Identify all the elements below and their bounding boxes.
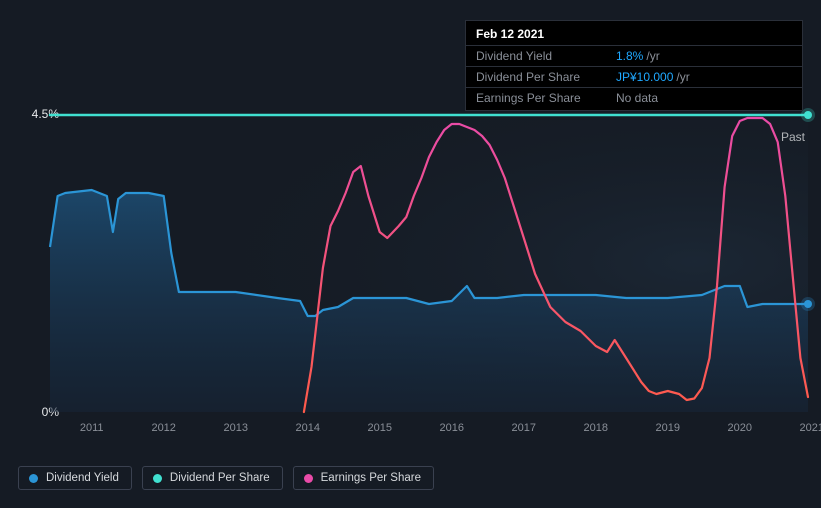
tooltip-unit: /yr — [646, 49, 659, 63]
tooltip-row: Earnings Per ShareNo data — [466, 87, 802, 108]
tooltip-row: Dividend Yield1.8%/yr — [466, 45, 802, 66]
x-tick: 2012 — [151, 422, 175, 434]
tooltip-value: JP¥10.000 — [616, 70, 673, 84]
x-tick: 2015 — [367, 422, 391, 434]
legend-label: Dividend Yield — [46, 472, 119, 484]
legend-item[interactable]: Earnings Per Share — [293, 466, 434, 490]
tooltip-unit: /yr — [676, 70, 689, 84]
x-axis: 2011 2012 2013 2014 2015 2016 2017 2018 2019 2020… — [50, 422, 808, 442]
legend-bar: Dividend Yield Dividend Per Share Earnings… — [18, 466, 434, 490]
tooltip-row: Dividend Per ShareJP¥10.000/yr — [466, 66, 802, 87]
tooltip-nodata: No data — [616, 91, 658, 105]
x-tick: 2020 — [728, 422, 752, 434]
x-tick: 2019 — [656, 422, 680, 434]
tooltip-value: 1.8% — [616, 49, 643, 63]
x-tick: 2016 — [439, 422, 463, 434]
tooltip-key: Dividend Per Share — [476, 70, 616, 84]
chart-panel: 4.5% 0% Past 201120122013201420152016201… — [0, 0, 821, 508]
x-tick: 2013 — [223, 422, 247, 434]
x-tick: 2018 — [584, 422, 608, 434]
legend-dot-icon — [153, 474, 162, 483]
x-tick: 2011 — [80, 422, 104, 434]
legend-dot-icon — [29, 474, 38, 483]
legend-item[interactable]: Dividend Yield — [18, 466, 132, 490]
legend-label: Dividend Per Share — [170, 472, 270, 484]
tooltip-date: Feb 12 2021 — [466, 27, 802, 45]
legend-item[interactable]: Dividend Per Share — [142, 466, 283, 490]
legend-dot-icon — [304, 474, 313, 483]
legend-label: Earnings Per Share — [321, 472, 421, 484]
x-tick: 2021 — [800, 422, 821, 434]
data-tooltip: Feb 12 2021 Dividend Yield1.8%/yrDividen… — [465, 20, 803, 111]
tooltip-key: Earnings Per Share — [476, 91, 616, 105]
tooltip-key: Dividend Yield — [476, 49, 616, 63]
x-tick: 2017 — [512, 422, 536, 434]
chart-plot[interactable] — [50, 112, 808, 412]
x-tick: 2014 — [295, 422, 319, 434]
